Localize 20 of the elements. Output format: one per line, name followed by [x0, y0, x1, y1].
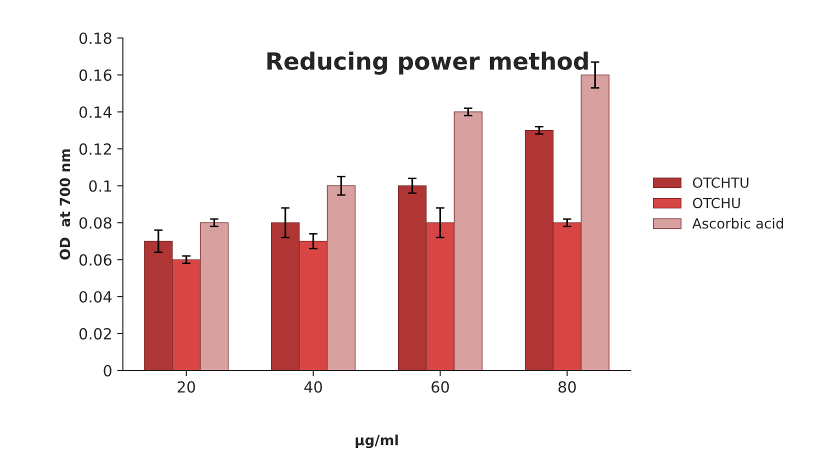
- x-tick-label: 80: [558, 381, 576, 393]
- x-tick-label: 40: [304, 381, 322, 393]
- y-tick-label: 0.16: [79, 69, 112, 81]
- legend-label: OTCHTU: [692, 177, 748, 188]
- legend-label: OTCHU: [692, 198, 740, 208]
- y-tick-label: 0.14: [79, 106, 112, 118]
- y-tick-label: 0: [104, 364, 112, 377]
- y-tick-label: 0.1: [89, 180, 112, 192]
- x-tick-label: 60: [432, 381, 449, 393]
- y-tick-label: 0.04: [79, 291, 112, 303]
- x-axis-title: µg/ml: [356, 434, 398, 448]
- x-tick-label: 20: [178, 381, 196, 393]
- y-tick-label: 0.08: [79, 217, 112, 229]
- y-tick-label: 0.06: [79, 254, 112, 266]
- y-tick-label: 0.12: [79, 143, 111, 155]
- y-tick-label: 0.02: [79, 328, 111, 340]
- y-tick-label: 0.18: [79, 32, 112, 44]
- legend-label: Ascorbic acid: [692, 218, 784, 229]
- y-axis-title: OD at 700 nm: [60, 149, 70, 260]
- text: Reducing power method: [267, 52, 588, 75]
